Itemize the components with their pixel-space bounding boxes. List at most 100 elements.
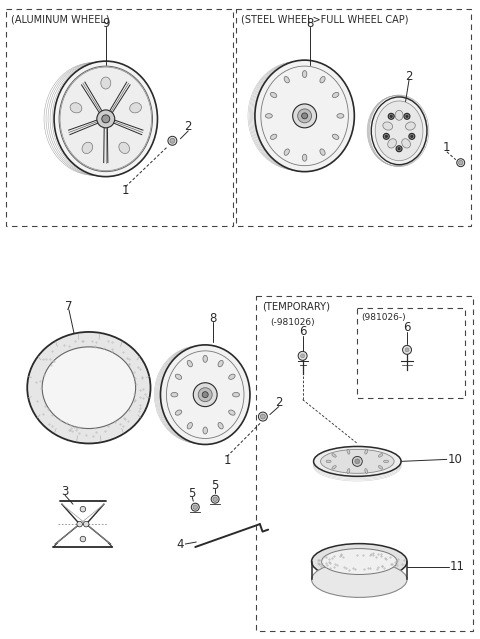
Text: 4: 4 xyxy=(177,537,184,551)
Text: (TEMPORARY): (TEMPORARY) xyxy=(262,301,330,311)
Ellipse shape xyxy=(395,111,403,120)
Ellipse shape xyxy=(320,149,325,155)
Ellipse shape xyxy=(383,122,393,130)
Circle shape xyxy=(168,136,177,145)
Ellipse shape xyxy=(175,374,182,380)
Ellipse shape xyxy=(332,466,336,469)
Text: 11: 11 xyxy=(449,560,464,573)
Ellipse shape xyxy=(228,374,235,380)
Ellipse shape xyxy=(187,360,192,367)
Circle shape xyxy=(80,506,86,512)
Ellipse shape xyxy=(384,134,389,139)
Ellipse shape xyxy=(218,360,223,367)
Polygon shape xyxy=(114,120,143,134)
Circle shape xyxy=(97,110,115,128)
Circle shape xyxy=(102,115,110,123)
Ellipse shape xyxy=(371,97,427,165)
Circle shape xyxy=(211,495,219,503)
Circle shape xyxy=(261,414,265,419)
Ellipse shape xyxy=(347,449,350,454)
Circle shape xyxy=(457,158,465,167)
Circle shape xyxy=(170,138,175,143)
Text: 2: 2 xyxy=(275,396,283,409)
Circle shape xyxy=(193,383,217,406)
Ellipse shape xyxy=(378,466,383,469)
Ellipse shape xyxy=(365,468,368,473)
Ellipse shape xyxy=(375,101,423,160)
Circle shape xyxy=(202,392,208,397)
Ellipse shape xyxy=(265,114,272,118)
Ellipse shape xyxy=(321,449,394,473)
Ellipse shape xyxy=(270,134,277,139)
Text: 3: 3 xyxy=(61,485,69,498)
Ellipse shape xyxy=(232,392,240,397)
Ellipse shape xyxy=(54,61,157,176)
Ellipse shape xyxy=(302,70,307,77)
Ellipse shape xyxy=(218,422,223,429)
Ellipse shape xyxy=(410,134,414,139)
Text: 6: 6 xyxy=(299,325,306,339)
Ellipse shape xyxy=(101,77,111,89)
Ellipse shape xyxy=(255,60,354,172)
Circle shape xyxy=(293,104,316,128)
Text: 5: 5 xyxy=(189,487,196,500)
Circle shape xyxy=(77,521,83,527)
Text: 5: 5 xyxy=(212,479,219,492)
Ellipse shape xyxy=(388,113,394,119)
Ellipse shape xyxy=(203,355,207,362)
Ellipse shape xyxy=(378,454,383,457)
Text: (ALUMINUM WHEEL): (ALUMINUM WHEEL) xyxy=(12,14,110,24)
Polygon shape xyxy=(104,128,108,162)
Ellipse shape xyxy=(59,66,153,172)
Circle shape xyxy=(213,497,217,502)
Ellipse shape xyxy=(167,351,244,438)
Circle shape xyxy=(458,160,463,165)
Text: 7: 7 xyxy=(65,300,73,312)
Circle shape xyxy=(301,113,308,119)
Text: 10: 10 xyxy=(447,453,462,466)
Ellipse shape xyxy=(203,427,207,434)
Ellipse shape xyxy=(397,147,401,151)
Polygon shape xyxy=(82,82,102,112)
Ellipse shape xyxy=(187,422,192,429)
Circle shape xyxy=(258,412,267,421)
Circle shape xyxy=(298,109,312,123)
Ellipse shape xyxy=(322,549,397,574)
Ellipse shape xyxy=(42,347,136,429)
Ellipse shape xyxy=(389,114,393,118)
Ellipse shape xyxy=(402,139,410,148)
Circle shape xyxy=(84,521,89,527)
Ellipse shape xyxy=(320,77,325,83)
Ellipse shape xyxy=(130,103,142,113)
Ellipse shape xyxy=(404,113,410,119)
Text: (981026-): (981026-) xyxy=(361,313,406,322)
Text: 8: 8 xyxy=(306,17,313,30)
Text: 2: 2 xyxy=(184,120,192,134)
Text: 2: 2 xyxy=(405,70,413,82)
Text: 1: 1 xyxy=(223,454,231,467)
Ellipse shape xyxy=(406,122,415,130)
Ellipse shape xyxy=(82,142,93,153)
Ellipse shape xyxy=(347,468,350,473)
Ellipse shape xyxy=(175,410,182,415)
Ellipse shape xyxy=(312,562,407,597)
Circle shape xyxy=(405,348,409,352)
Circle shape xyxy=(198,388,212,402)
Ellipse shape xyxy=(284,77,289,83)
Circle shape xyxy=(80,536,86,542)
Polygon shape xyxy=(110,82,130,112)
Ellipse shape xyxy=(27,332,151,443)
Text: 1: 1 xyxy=(443,141,451,154)
Text: (-981026): (-981026) xyxy=(270,318,314,327)
Ellipse shape xyxy=(302,154,307,161)
Circle shape xyxy=(300,354,305,358)
Ellipse shape xyxy=(365,449,368,454)
Circle shape xyxy=(193,505,197,509)
Ellipse shape xyxy=(171,392,178,397)
Circle shape xyxy=(298,351,307,360)
Text: (STEEL WHEEL>FULL WHEEL CAP): (STEEL WHEEL>FULL WHEEL CAP) xyxy=(241,14,408,24)
Ellipse shape xyxy=(60,67,152,171)
Ellipse shape xyxy=(384,134,388,139)
Ellipse shape xyxy=(388,139,396,148)
Ellipse shape xyxy=(405,114,409,118)
